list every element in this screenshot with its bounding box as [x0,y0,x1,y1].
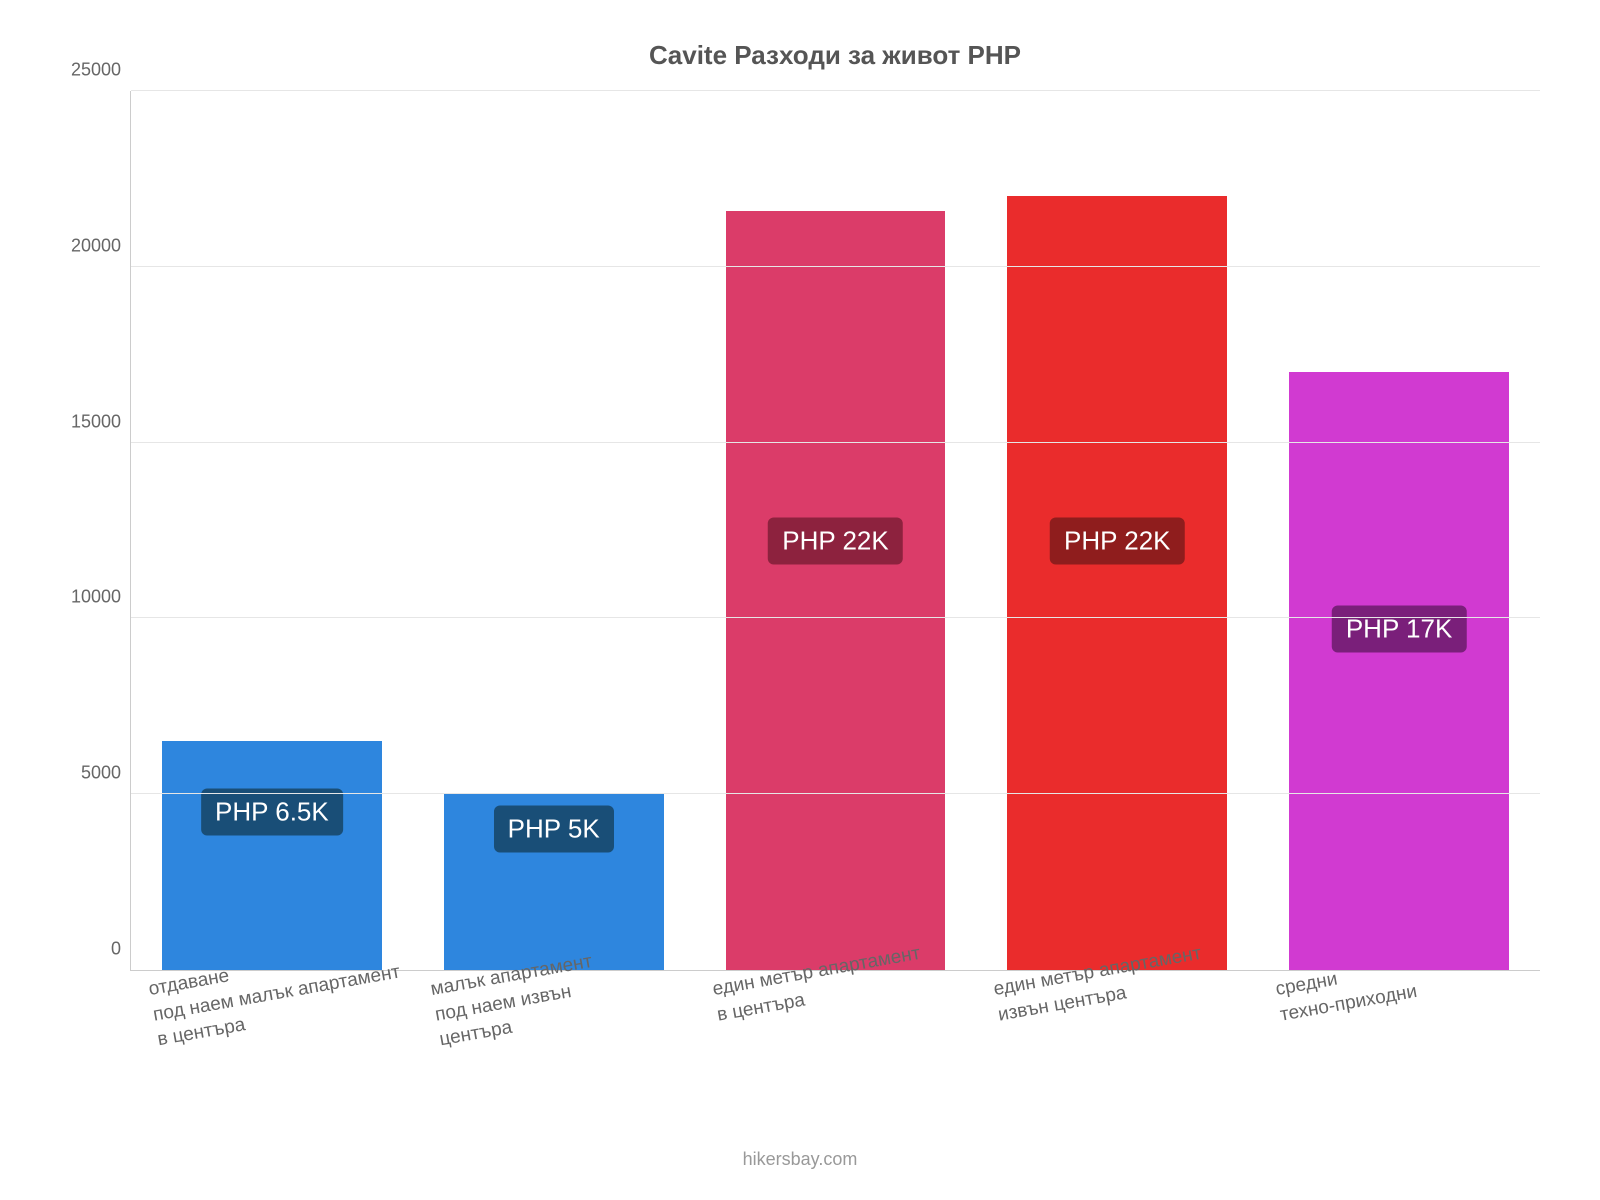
bar-slot: PHP 6.5Kотдаване под наем малък апартаме… [131,91,413,970]
y-tick-label: 10000 [71,587,131,608]
bar: PHP 22K [726,211,946,970]
bar-value-label: PHP 6.5K [201,788,343,835]
bar-value-label: PHP 5K [494,806,614,853]
bar: PHP 17K [1289,372,1509,970]
y-tick-label: 25000 [71,60,131,81]
plot-area: PHP 6.5Kотдаване под наем малък апартаме… [130,91,1540,971]
bar-value-label: PHP 17K [1332,605,1466,652]
footer-credit: hikersbay.com [0,1149,1600,1170]
gridline [131,793,1540,794]
chart-title: Cavite Разходи за живот PHP [130,40,1540,71]
bar-slot: PHP 22Kедин метър апартамент извън центъ… [976,91,1258,970]
bar-slot: PHP 22Kедин метър апартамент в центъра [695,91,977,970]
bar: PHP 22K [1007,196,1227,970]
chart-container: Cavite Разходи за живот PHP PHP 6.5Kотда… [0,0,1600,1200]
gridline [131,617,1540,618]
bar-slot: PHP 17Kсредни техно-приходни [1258,91,1540,970]
gridline [131,90,1540,91]
bars-row: PHP 6.5Kотдаване под наем малък апартаме… [131,91,1540,970]
bar-slot: PHP 5Kмалък апартамент под наем извън це… [413,91,695,970]
y-tick-label: 15000 [71,411,131,432]
gridline [131,266,1540,267]
bar-value-label: PHP 22K [1050,518,1184,565]
y-tick-label: 0 [111,939,131,960]
bar-value-label: PHP 22K [768,518,902,565]
gridline [131,442,1540,443]
y-tick-label: 20000 [71,235,131,256]
y-tick-label: 5000 [81,763,131,784]
